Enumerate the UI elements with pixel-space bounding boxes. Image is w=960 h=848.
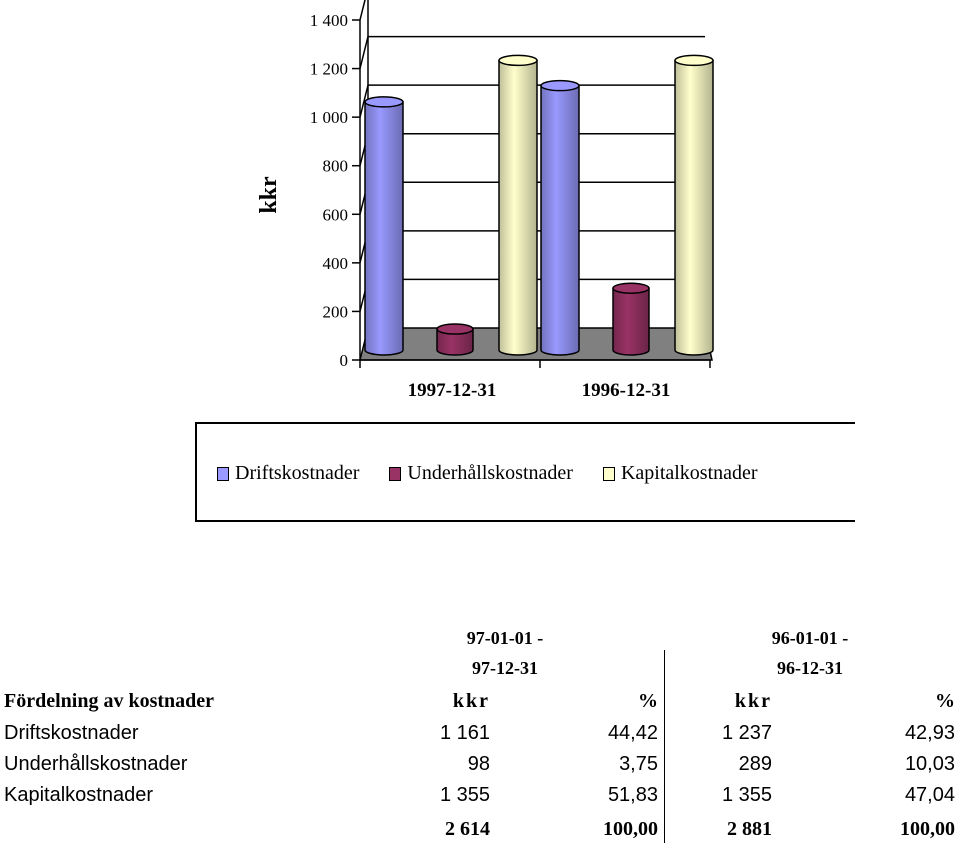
gridline-diagonal bbox=[359, 0, 366, 21]
total-kkr-2: 2 881 bbox=[727, 818, 772, 840]
bar-body bbox=[612, 287, 650, 356]
table-cell-kkr2: 289 bbox=[738, 753, 772, 775]
total-pct-1: 100,00 bbox=[603, 818, 658, 840]
table-cell-pct1: 44,42 bbox=[607, 722, 658, 744]
period1-start: 97-01-01 - bbox=[466, 628, 544, 648]
x-tick-label: 1996-12-31 bbox=[582, 380, 671, 401]
bars bbox=[364, 54, 714, 356]
table-cell-pct1: 51,83 bbox=[607, 784, 658, 806]
y-axis: 0 200 400 600 800 1 000 1 200 1 400 bbox=[310, 11, 711, 370]
table-cell-kkr2: 1 355 bbox=[721, 784, 772, 806]
x-tick-label: 1997-12-31 bbox=[408, 380, 497, 401]
legend-label: Driftskostnader bbox=[235, 462, 360, 484]
total-kkr-1: 2 614 bbox=[445, 818, 490, 840]
y-tick-label: 1 200 bbox=[310, 60, 348, 79]
table-cell-pct2: 10,03 bbox=[904, 753, 955, 775]
table-cell-pct2: 42,93 bbox=[904, 722, 955, 744]
table-cell-label: Kapitalkostnader bbox=[4, 784, 153, 806]
y-tick-label: 1 400 bbox=[310, 11, 348, 30]
bar-top bbox=[540, 79, 580, 92]
legend-swatch bbox=[217, 466, 229, 481]
table-cell-label: Driftskostnader bbox=[4, 722, 139, 744]
legend-swatch bbox=[602, 466, 615, 481]
period1-end: 97-12-31 bbox=[472, 658, 538, 678]
table-cell-pct1: 3,75 bbox=[619, 753, 658, 775]
bar-kapitalkostnader-1997-12-31 bbox=[498, 54, 538, 356]
y-tick-label: 800 bbox=[323, 157, 349, 176]
bar-top bbox=[364, 96, 404, 108]
y-axis-label: kkr bbox=[256, 176, 282, 214]
total-pct-2: 100,00 bbox=[900, 818, 955, 840]
bar-body bbox=[674, 59, 714, 356]
legend-item: Underhållskostnader bbox=[389, 462, 573, 485]
bar-top bbox=[674, 54, 714, 67]
bar-top bbox=[612, 282, 650, 294]
bar-body bbox=[540, 84, 580, 356]
legend-swatch bbox=[389, 466, 402, 481]
gridline-diagonal bbox=[359, 36, 369, 69]
table-cell-kkr1: 1 355 bbox=[439, 784, 490, 806]
bar-kapitalkostnader-1996-12-31 bbox=[674, 54, 714, 356]
legend-item: Kapitalkostnader bbox=[602, 462, 758, 485]
table-header-label: Fördelning av kostnader bbox=[4, 690, 215, 712]
table-cell-label: Underhållskostnader bbox=[4, 753, 188, 775]
header-kkr-2: kkr bbox=[734, 690, 772, 712]
header-pct-1: % bbox=[638, 690, 658, 712]
y-tick-label: 1 000 bbox=[310, 108, 348, 127]
bar-underhållskostnader-1996-12-31 bbox=[612, 282, 650, 356]
table-cell-kkr1: 98 bbox=[467, 753, 490, 775]
x-axis-labels: 1997-12-31 1996-12-31 bbox=[408, 380, 671, 401]
table-cell-kkr1: 1 161 bbox=[439, 722, 490, 744]
legend-item: Driftskostnader bbox=[217, 462, 359, 485]
column-divider bbox=[664, 650, 665, 843]
bar-body bbox=[498, 59, 538, 356]
period2-start: 96-01-01 - bbox=[771, 628, 849, 648]
legend-label: Underhållskostnader bbox=[407, 462, 573, 484]
chart-legend: Driftskostnader Underhållskostnader Kapita… bbox=[195, 422, 855, 522]
bar-underhållskostnader-1997-12-31 bbox=[436, 323, 474, 356]
y-tick-label: 600 bbox=[323, 205, 349, 224]
y-tick-label: 0 bbox=[340, 351, 349, 370]
bar-body bbox=[436, 328, 474, 356]
gridline-diagonal bbox=[359, 84, 369, 118]
header-kkr-1: kkr bbox=[452, 690, 490, 712]
bar-driftskostnader-1996-12-31 bbox=[540, 79, 580, 356]
bar-top bbox=[436, 323, 474, 335]
header-pct-2: % bbox=[935, 690, 955, 712]
bar-driftskostnader-1997-12-31 bbox=[364, 96, 404, 356]
table-cell-kkr2: 1 237 bbox=[721, 722, 772, 744]
legend-label: Kapitalkostnader bbox=[620, 462, 758, 484]
y-tick-label: 400 bbox=[323, 254, 349, 273]
table-cell-pct2: 47,04 bbox=[904, 784, 955, 806]
y-tick-label: 200 bbox=[323, 302, 349, 321]
period2-end: 96-12-31 bbox=[777, 658, 843, 678]
bar-body bbox=[364, 101, 404, 356]
bar-top bbox=[498, 54, 538, 67]
